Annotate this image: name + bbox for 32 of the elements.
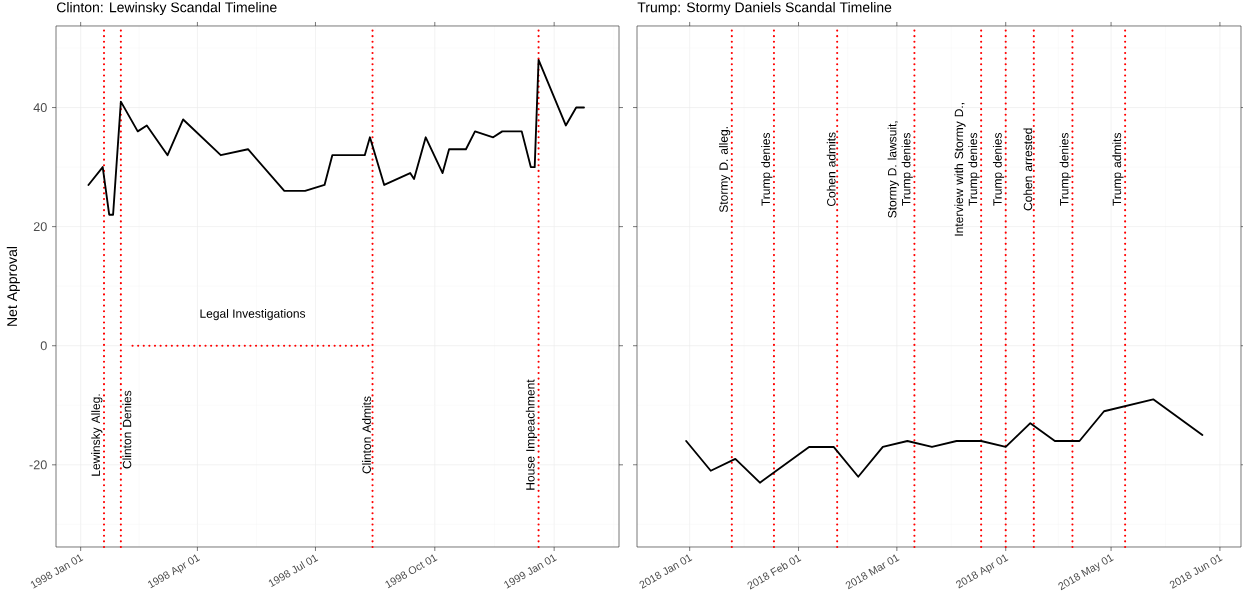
ref-line-label: Cohen arrested bbox=[1023, 128, 1033, 211]
x-tick-label: 2018 Jun 01 bbox=[1169, 554, 1223, 589]
ref-line-label: Stormy D. lawsuit, Trump denies bbox=[887, 121, 913, 218]
x-tick-label: 2018 Apr 01 bbox=[956, 554, 1009, 589]
y-axis-title: Net Approval bbox=[6, 246, 20, 326]
ref-line-label: Interview with Stormy D., Trump denies bbox=[954, 103, 980, 236]
annotation: Legal Investigations bbox=[200, 308, 306, 321]
x-tick-label: 2018 Jan 01 bbox=[639, 554, 693, 589]
ref-line-label: Clinton Denies bbox=[122, 390, 132, 469]
ref-line-label: Stormy D. alleg. bbox=[719, 127, 731, 213]
chart-title: Clinton: Lewinsky Scandal Timeline bbox=[56, 2, 277, 16]
y-tick-label: 0 bbox=[40, 341, 47, 351]
x-tick-label: 1998 Jul 01 bbox=[268, 554, 319, 588]
x-tick-label: 1998 Oct 01 bbox=[385, 554, 438, 589]
ref-line-label: Clinton Admits bbox=[362, 396, 371, 474]
x-tick-label: 1998 Jan 01 bbox=[30, 554, 84, 589]
x-tick-label: 1999 Jan 01 bbox=[504, 554, 557, 589]
ref-line-label: Trump denies bbox=[992, 132, 1005, 206]
ref-line-label: House Impeachment bbox=[525, 379, 537, 490]
x-tick-label: 2018 May 01 bbox=[1058, 554, 1114, 591]
ref-line-label: Trump denies bbox=[761, 132, 773, 206]
y-tick-label: 40 bbox=[33, 103, 47, 113]
ref-line-label: Trump denies bbox=[1059, 132, 1071, 206]
chart-title: Trump: Stormy Daniels Scandal Timeline bbox=[637, 2, 892, 16]
ref-line-label: Trump admits bbox=[1112, 132, 1124, 206]
x-tick-label: 1998 Apr 01 bbox=[148, 554, 201, 589]
y-tick-label: 20 bbox=[33, 222, 47, 232]
x-tick-label: 2018 Mar 01 bbox=[845, 554, 900, 590]
ref-line-label: Lewinsky Alleg. bbox=[91, 394, 103, 476]
y-tick-label: -20 bbox=[29, 460, 47, 470]
x-tick-label: 2018 Feb 01 bbox=[747, 554, 802, 590]
ref-line-label: Cohen admits bbox=[826, 132, 836, 207]
